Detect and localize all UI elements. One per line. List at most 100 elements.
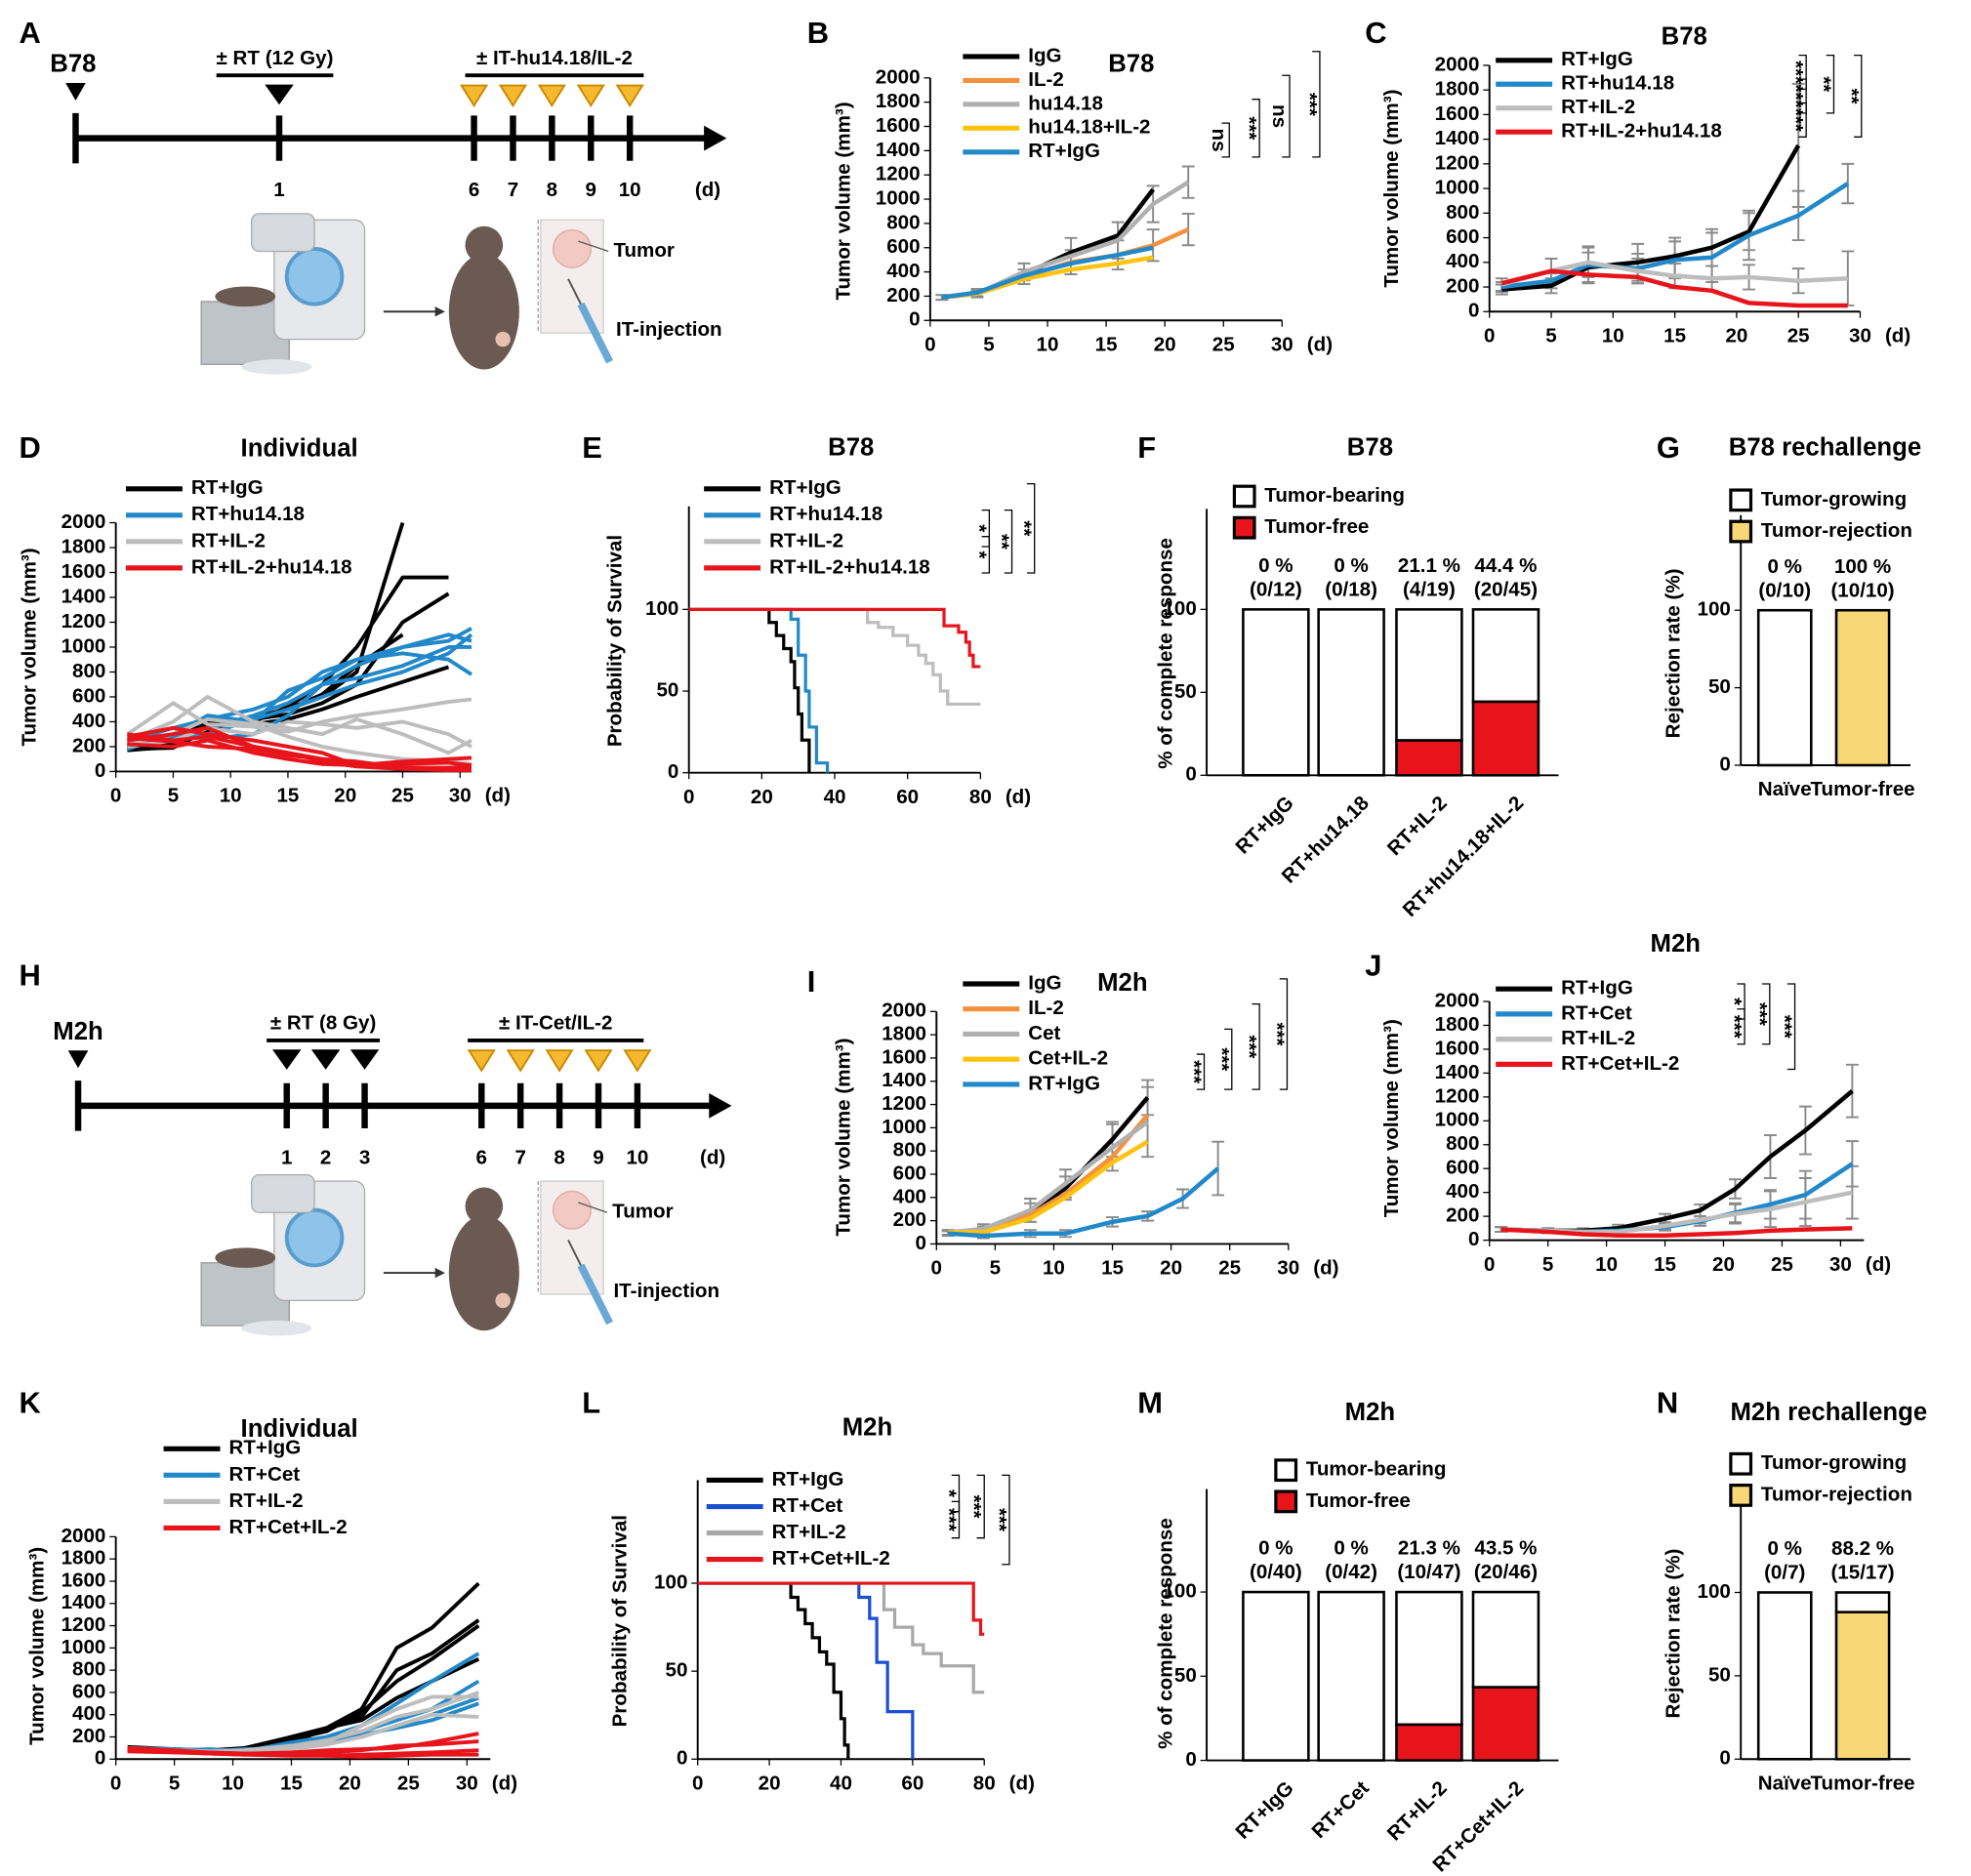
animal-line — [127, 1581, 480, 1754]
significance-label: * — [1723, 998, 1745, 1005]
x-tick-label: 15 — [1654, 1253, 1676, 1276]
mouse-tumor — [495, 1292, 511, 1309]
y-tick-label: 100 — [654, 1570, 687, 1593]
count-label: (20/45) — [1474, 578, 1538, 600]
legend-label: RT+IL-2+hu14.18 — [1561, 120, 1722, 143]
significance-bracket — [951, 1474, 961, 1513]
it-marker — [467, 1049, 496, 1073]
arrow-head — [434, 1267, 445, 1279]
y-tick-label: 1600 — [1435, 102, 1480, 125]
y-tick-label: 100 — [1163, 597, 1196, 620]
significance-bracket — [1221, 122, 1230, 158]
legend-label: Tumor-free — [1264, 515, 1369, 538]
x-tick-label: 25 — [391, 785, 414, 807]
x-tick-label: 60 — [901, 1772, 924, 1794]
series-line — [1500, 1162, 1854, 1235]
legend-label: RT+IL-2 — [769, 529, 843, 551]
count-label: (0/40) — [1250, 1561, 1302, 1583]
significance-bracket — [1737, 1008, 1745, 1045]
survival-curve — [688, 607, 981, 707]
y-tick-label: 1000 — [1435, 177, 1480, 199]
x-axis-label: (d) — [485, 785, 511, 807]
x-tick-label: 5 — [168, 785, 179, 807]
significance-label: *** — [1748, 1002, 1771, 1026]
legend-label: RT+IgG — [191, 476, 264, 499]
significance-label: *** — [1774, 1015, 1796, 1039]
value-label: 0 % — [1258, 1537, 1293, 1560]
legend-swatch — [1729, 1484, 1753, 1507]
chart-title: M2h — [1345, 1399, 1395, 1426]
chart-title: B78 — [828, 433, 874, 461]
x-tick-label: 10 — [1595, 1253, 1618, 1276]
series-line — [1501, 143, 1801, 292]
category-label: RT+Cet — [1307, 1776, 1374, 1843]
legend-label: RT+IgG — [769, 476, 842, 499]
x-tick-label: 40 — [824, 786, 846, 808]
y-tick-label: 0 — [95, 759, 105, 782]
significance-bracket — [1737, 983, 1745, 1020]
day-label: 9 — [593, 1146, 603, 1168]
legend-label: IgG — [1028, 971, 1061, 994]
y-tick-label: 2000 — [62, 1525, 106, 1547]
significance-bracket — [1224, 1028, 1233, 1090]
y-tick-label: 0 — [95, 1747, 105, 1770]
legend-label: RT+IL-2 — [191, 529, 266, 551]
y-axis-label: Tumor volume (mm³) — [833, 1038, 855, 1236]
significance-bracket — [1252, 1002, 1260, 1090]
x-tick-label: 10 — [1043, 1257, 1065, 1280]
day-label: 10 — [626, 1146, 648, 1168]
legend-label: RT+IgG — [772, 1468, 844, 1490]
x-tick-label: 5 — [983, 333, 994, 355]
category-label: RT+IL-2 — [1383, 1776, 1452, 1845]
panel-letter: L — [582, 1385, 600, 1419]
x-tick-label: 15 — [1663, 324, 1686, 347]
y-tick-label: 0 — [1468, 1228, 1479, 1250]
legend-swatch — [1729, 1451, 1753, 1476]
significance-bracket — [1312, 51, 1321, 158]
y-tick-label: 0 — [1719, 753, 1730, 775]
significance-bracket — [951, 1500, 961, 1539]
significance-bracket — [1854, 54, 1863, 138]
significance-label: *** — [1182, 1060, 1205, 1083]
y-tick-label: 1000 — [62, 1636, 106, 1658]
y-tick-label: 1000 — [882, 1116, 926, 1138]
rt-marker — [310, 1049, 341, 1070]
legend-swatch — [1274, 1458, 1298, 1483]
series-line — [941, 187, 1155, 300]
bar-segment — [1471, 700, 1540, 777]
syringe — [577, 302, 614, 364]
y-tick-label: 200 — [1446, 1204, 1479, 1227]
legend-label: RT+Cet+IL-2 — [1561, 1052, 1679, 1075]
panel-letter: H — [20, 958, 41, 993]
y-tick-label: 50 — [656, 678, 678, 701]
count-label: (0/12) — [1250, 578, 1302, 600]
x-tick-label: 30 — [1829, 1253, 1852, 1276]
mouse-on-table — [215, 1247, 276, 1268]
legend-label: Tumor-rejection — [1761, 1483, 1912, 1505]
x-tick-label: 30 — [449, 785, 472, 807]
significance-label: ** — [1812, 76, 1834, 92]
significance-label: *** — [963, 1495, 985, 1519]
significance-label: *** — [1785, 84, 1807, 107]
legend-label: Tumor-free — [1306, 1489, 1411, 1512]
y-tick-label: 1200 — [62, 1613, 106, 1636]
y-axis-label: Rejection rate (%) — [1662, 569, 1684, 739]
legend-swatch — [1274, 1489, 1298, 1514]
y-tick-label: 0 — [909, 308, 920, 331]
legend-label: hu14.18+IL-2 — [1028, 116, 1150, 139]
x-axis-label: (d) — [1006, 786, 1031, 808]
panel-letter: A — [20, 16, 41, 50]
significance-bracket — [976, 1474, 985, 1539]
significance-bracket — [1004, 510, 1013, 574]
day-unit: (d) — [700, 1146, 725, 1168]
y-tick-label: 1800 — [62, 1547, 106, 1570]
significance-label: *** — [937, 1508, 960, 1531]
series-line — [1500, 260, 1848, 287]
panel-letter: D — [20, 430, 41, 465]
mouse-on-table — [215, 286, 276, 307]
axis-arrow — [704, 125, 727, 151]
y-tick-label: 1800 — [1435, 1013, 1480, 1036]
category-label: Tumor-free — [1811, 778, 1915, 800]
